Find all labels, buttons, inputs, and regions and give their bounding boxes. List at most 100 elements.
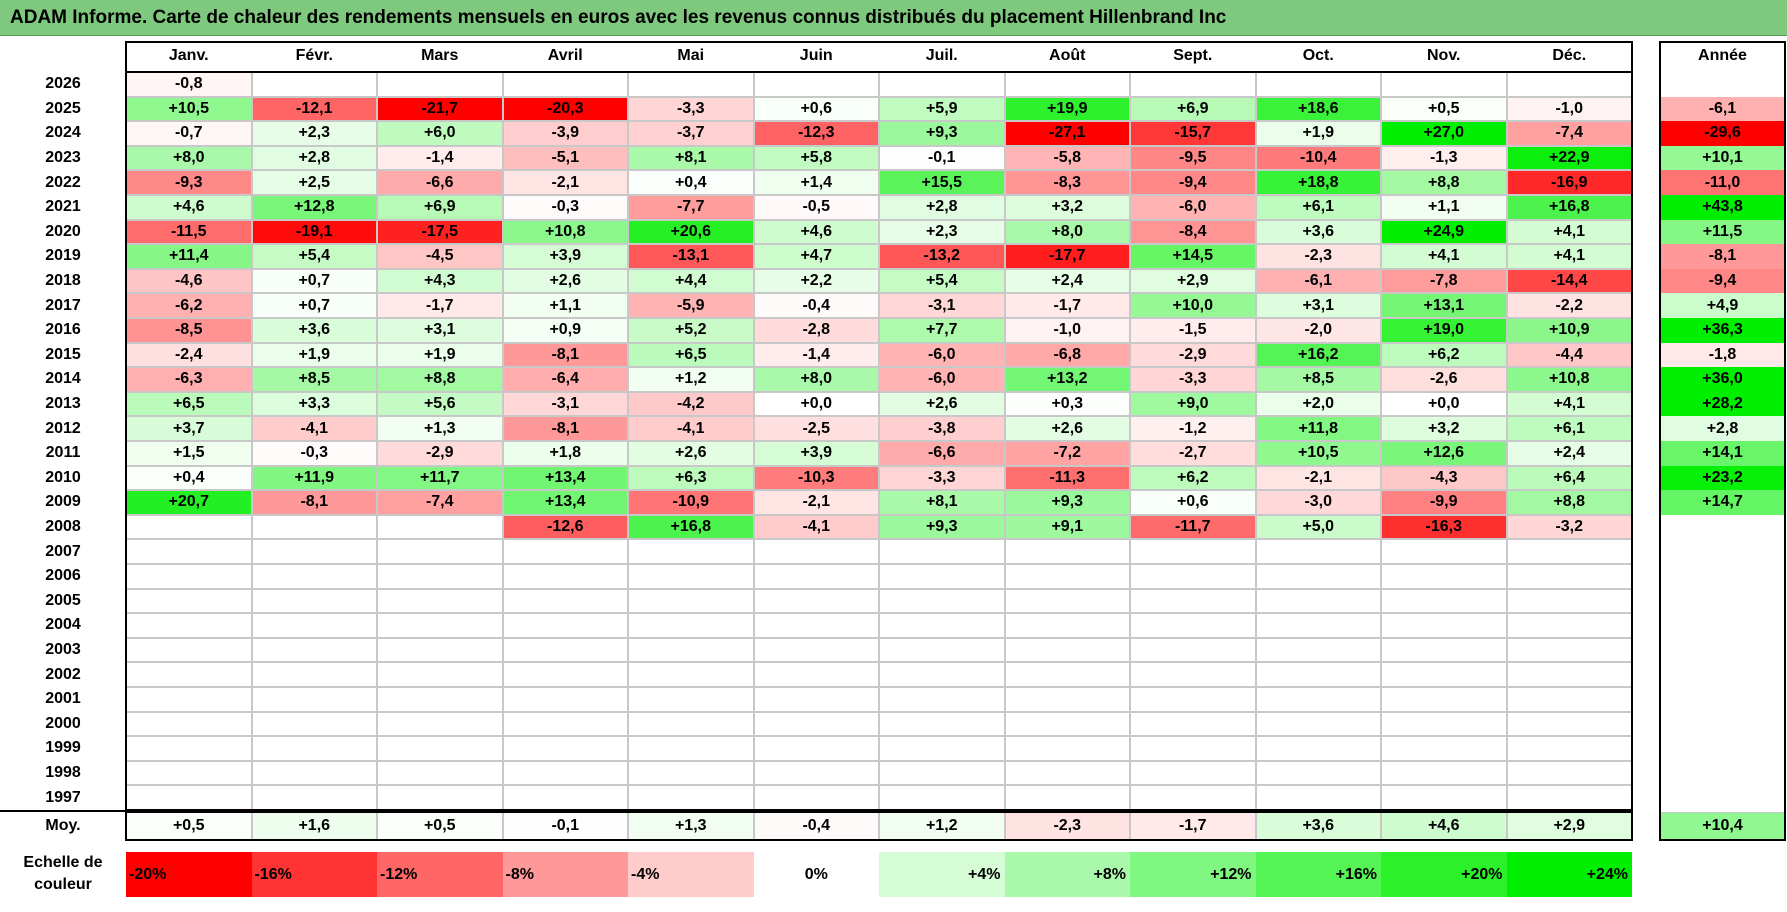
heatmap-cell <box>753 736 879 761</box>
heatmap-cell <box>628 588 754 614</box>
heatmap-cell: -12,3 <box>753 121 879 146</box>
heatmap-cell: -21,7 <box>377 96 503 122</box>
annual-cell: +11,5 <box>1660 219 1785 245</box>
heatmap-cell <box>753 588 879 614</box>
heatmap-cell <box>126 785 252 810</box>
month-header: Août <box>1049 47 1086 64</box>
heatmap-cell <box>251 736 377 761</box>
heatmap-cell <box>1004 539 1130 564</box>
heatmap-cell <box>1255 760 1381 786</box>
heatmap-cell: +6,3 <box>628 465 754 491</box>
heatmap-cell: +9,3 <box>879 514 1005 540</box>
heatmap-cell: -10,3 <box>753 465 879 491</box>
title-bar: ADAM Informe. Carte de chaleur des rende… <box>0 0 1787 36</box>
heatmap-cell <box>1004 637 1130 663</box>
heatmap-cell: +9,1 <box>1004 514 1130 540</box>
heatmap-cell <box>1255 588 1381 614</box>
heatmap-cell <box>1130 687 1256 712</box>
heatmap-cell: +4,6 <box>126 195 252 220</box>
heatmap-cell: +7,7 <box>879 318 1005 343</box>
heatmap-cell <box>251 760 377 786</box>
heatmap-cell <box>879 662 1005 687</box>
heatmap-cell: -12,1 <box>251 96 377 122</box>
heatmap-cell <box>1506 564 1632 589</box>
heatmap-cell: +2,5 <box>251 170 377 195</box>
heatmap-cell <box>1130 785 1256 810</box>
year-label: 2023 <box>45 149 81 167</box>
heatmap-cell <box>753 613 879 638</box>
heatmap-cell <box>1004 662 1130 687</box>
heatmap-cell <box>502 564 628 589</box>
heatmap-cell <box>377 687 503 712</box>
heatmap-cell: +5,4 <box>251 244 377 269</box>
heatmap-cell: -7,2 <box>1004 441 1130 466</box>
heatmap-cell <box>126 588 252 614</box>
heatmap-cell <box>1130 613 1256 638</box>
annual-cell: +36,0 <box>1660 367 1785 392</box>
heatmap-cell: -3,8 <box>879 416 1005 441</box>
average-cell: +0,5 <box>126 812 252 840</box>
heatmap-cell: +2,9 <box>1130 268 1256 294</box>
heatmap-cell <box>251 637 377 663</box>
color-scale-label-line1: Echelle de <box>23 854 103 871</box>
heatmap-cell: +6,2 <box>1381 342 1507 368</box>
heatmap-cell: -2,5 <box>753 416 879 441</box>
heatmap-cell: +11,7 <box>377 465 503 491</box>
heatmap-cell <box>879 613 1005 638</box>
month-header: Juil. <box>925 47 958 64</box>
heatmap-cell: -14,4 <box>1506 268 1632 294</box>
heatmap-cell <box>879 687 1005 712</box>
heatmap-cell: +2,2 <box>753 268 879 294</box>
heatmap-cell <box>1381 72 1507 97</box>
heatmap-cell: +10,0 <box>1130 293 1256 318</box>
heatmap-cell: -6,6 <box>879 441 1005 466</box>
heatmap-cell <box>251 72 377 97</box>
heatmap-cell <box>1255 785 1381 810</box>
average-cell: -0,1 <box>502 812 628 840</box>
heatmap-cell: -6,0 <box>879 342 1005 368</box>
color-scale-cell: +8% <box>1004 852 1130 897</box>
heatmap-cell: -13,1 <box>628 244 754 269</box>
year-label: 2000 <box>45 714 81 732</box>
heatmap-cell: +11,4 <box>126 244 252 269</box>
heatmap-cell: -4,1 <box>251 416 377 441</box>
heatmap-cell <box>753 564 879 589</box>
heatmap-cell: +0,6 <box>1130 490 1256 515</box>
heatmap-cell: +8,1 <box>879 490 1005 515</box>
heatmap-cell: +20,6 <box>628 219 754 245</box>
year-label: 2013 <box>45 395 81 413</box>
heatmap-cell: +2,6 <box>879 391 1005 417</box>
annual-cell: -11,0 <box>1660 170 1785 195</box>
year-label: 2009 <box>45 493 81 511</box>
heatmap-cell <box>1506 760 1632 786</box>
heatmap-cell: +0,7 <box>251 293 377 318</box>
heatmap-cell: +1,9 <box>251 342 377 368</box>
heatmap-cell <box>1255 539 1381 564</box>
heatmap-cell: -17,7 <box>1004 244 1130 269</box>
heatmap-cell <box>1506 588 1632 614</box>
heatmap-cell <box>377 637 503 663</box>
color-scale-cell: +12% <box>1130 852 1256 897</box>
heatmap-cell: +6,1 <box>1506 416 1632 441</box>
annual-cell: +28,2 <box>1660 391 1785 417</box>
heatmap-cell: -2,1 <box>1255 465 1381 491</box>
heatmap-cell: -4,1 <box>628 416 754 441</box>
heatmap-cell <box>753 539 879 564</box>
heatmap-cell: +10,5 <box>126 96 252 122</box>
heatmap-cell: +0,4 <box>628 170 754 195</box>
heatmap-cell <box>1130 662 1256 687</box>
heatmap-cell <box>1255 564 1381 589</box>
heatmap-cell: -6,4 <box>502 367 628 392</box>
color-scale-cell: +16% <box>1255 852 1381 897</box>
year-label: 2024 <box>45 124 81 142</box>
heatmap-cell <box>1130 736 1256 761</box>
heatmap-cell: +5,8 <box>753 145 879 171</box>
heatmap-cell: +1,3 <box>377 416 503 441</box>
chart-title: ADAM Informe. Carte de chaleur des rende… <box>10 7 1227 28</box>
heatmap-cell: -2,2 <box>1506 293 1632 318</box>
heatmap-cell: -5,9 <box>628 293 754 318</box>
heatmap-cell: -2,0 <box>1255 318 1381 343</box>
heatmap-cell: +2,3 <box>251 121 377 146</box>
heatmap-cell: +4,1 <box>1506 244 1632 269</box>
heatmap-cell: +6,5 <box>628 342 754 368</box>
